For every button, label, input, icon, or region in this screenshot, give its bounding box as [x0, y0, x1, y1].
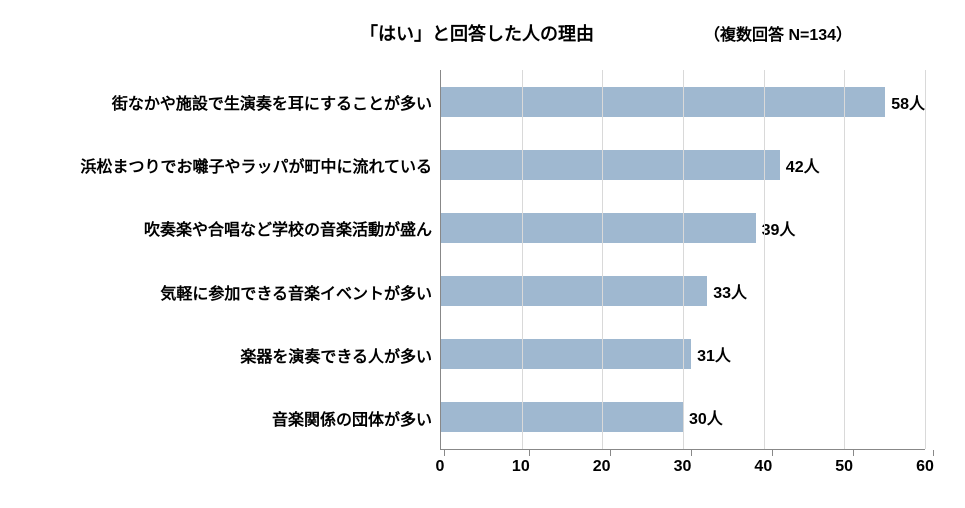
y-axis-labels: 街なかや施設で生演奏を耳にすることが多い浜松まつりでお囃子やラッパが町中に流れて… — [40, 70, 440, 450]
x-axis-tick-label: 10 — [512, 458, 530, 476]
x-axis-tick: 20 — [602, 450, 620, 476]
grid-line — [602, 70, 603, 449]
bar-value-label: 58人 — [891, 90, 925, 114]
x-axis-tick-label: 40 — [754, 458, 772, 476]
x-axis-tick-label: 30 — [674, 458, 692, 476]
x-axis-tick-label: 0 — [436, 458, 445, 476]
x-axis-tick: 30 — [683, 450, 701, 476]
plot-area: 街なかや施設で生演奏を耳にすることが多い浜松まつりでお囃子やラッパが町中に流れて… — [40, 70, 925, 450]
bar-value-label: 33人 — [713, 279, 747, 303]
bar-value-label: 31人 — [697, 342, 731, 366]
tick-mark — [933, 450, 934, 456]
x-axis-tick: 60 — [925, 450, 943, 476]
bar — [441, 276, 707, 306]
grid-line — [844, 70, 845, 449]
bar-value-label: 30人 — [689, 405, 723, 429]
x-axis-ticks: 0102030405060 — [440, 450, 925, 480]
y-axis-label: 気軽に参加できる音楽イベントが多い — [40, 260, 440, 323]
y-axis-label: 浜松まつりでお囃子やラッパが町中に流れている — [40, 133, 440, 196]
y-axis-label: 音楽関係の団体が多い — [40, 387, 440, 450]
bar — [441, 150, 780, 180]
chart-title: 「はい」と回答した人の理由 — [360, 20, 594, 46]
tick-mark — [853, 450, 854, 456]
tick-mark — [691, 450, 692, 456]
y-axis-label: 楽器を演奏できる人が多い — [40, 323, 440, 386]
grid-line — [522, 70, 523, 449]
grid-line — [925, 70, 926, 449]
bar — [441, 213, 756, 243]
x-axis-tick: 10 — [521, 450, 539, 476]
x-axis-tick: 50 — [844, 450, 862, 476]
y-axis-label: 街なかや施設で生演奏を耳にすることが多い — [40, 70, 440, 133]
y-axis-label: 吹奏楽や合唱など学校の音楽活動が盛ん — [40, 197, 440, 260]
bars-region: 58人 42人 39人 33人 31人 30人 — [440, 70, 925, 450]
tick-mark — [529, 450, 530, 456]
chart-subtitle: （複数回答 N=134） — [704, 21, 852, 45]
x-axis-tick-label: 20 — [593, 458, 611, 476]
x-axis-tick-label: 60 — [916, 458, 934, 476]
bar — [441, 339, 691, 369]
bar-value-label: 39人 — [762, 216, 796, 240]
chart-container: 「はい」と回答した人の理由 （複数回答 N=134） 街なかや施設で生演奏を耳に… — [0, 0, 965, 508]
grid-line — [683, 70, 684, 449]
x-axis-tick: 40 — [763, 450, 781, 476]
bar-value-label: 42人 — [786, 153, 820, 177]
bar — [441, 402, 683, 432]
tick-mark — [772, 450, 773, 456]
x-axis-tick: 0 — [440, 450, 449, 476]
chart-header: 「はい」と回答した人の理由 （複数回答 N=134） — [40, 20, 925, 46]
tick-mark — [610, 450, 611, 456]
bar — [441, 87, 885, 117]
x-axis-tick-label: 50 — [835, 458, 853, 476]
grid-line — [764, 70, 765, 449]
tick-mark — [444, 450, 445, 456]
